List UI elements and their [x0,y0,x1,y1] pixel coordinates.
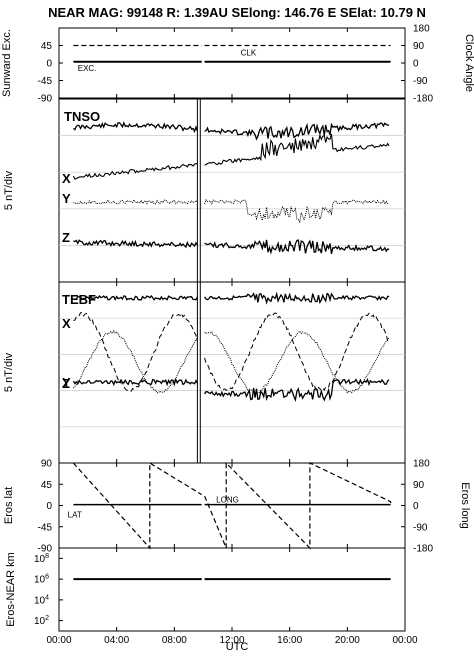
labels-group: 00:00 04:00 08:00 12:00 16:00 20:00 00:00 45 0 -4… [1,24,474,647]
series-label-y: Y [62,191,71,206]
series-label-z: Z [62,230,70,245]
y-tick-label: 102 [34,615,49,627]
y-tick-label: 0 [46,59,52,70]
series-x-line [73,312,198,392]
series-label-y: Y [62,375,71,390]
series-z-line [204,239,390,255]
y2-tick-label: -90 [413,522,428,533]
y-tick-label: 45 [41,480,53,491]
y-tick-label: -45 [38,76,53,87]
series-label-x: X [62,171,71,186]
series-z-line [73,239,198,249]
series-y-line [204,198,390,224]
series-y-line [73,329,198,394]
y2-tick-label: 90 [413,480,425,491]
y2-tick-label: 180 [413,24,430,35]
y-tick-label: 108 [34,553,49,565]
y-axis-label: Eros lat [3,487,15,524]
y-tick-label: 45 [41,41,53,52]
x-tick-label: 16:00 [277,635,302,646]
y2-tick-label: -90 [413,76,428,87]
x-tick-label: 00:00 [392,635,417,646]
y-tick-label: -90 [38,544,53,555]
x-tick-label: 20:00 [335,635,360,646]
x-tick-label: 08:00 [162,635,187,646]
series-x-line [204,133,390,166]
panel-frame-3 [58,281,406,464]
panel-frame-5 [58,547,406,632]
series-t-line [204,291,390,305]
y-tick-label: 106 [34,574,49,586]
x-tick-label: 00:00 [46,635,71,646]
series-y-line [204,330,390,394]
lines-group [72,44,392,581]
long-label: LONG [216,496,239,505]
y2-tick-label: 90 [413,41,425,52]
exc-label: EXC. [78,64,97,73]
series-y-line [73,199,198,205]
y2-tick-label: 180 [413,459,430,470]
y-tick-label: 104 [34,594,49,606]
y2-tick-label: -180 [413,94,433,105]
series-label-z: Z [62,376,70,391]
series-long-line [204,461,392,550]
x-axis-label: UTC [226,641,249,653]
y-tick-label: 90 [41,459,53,470]
series-z-line [204,377,390,402]
y-tick-label: 0 [46,501,52,512]
y-axis-label: 5 nT/div [3,352,15,392]
x-tick-label: 04:00 [104,635,129,646]
y2-tick-label: 0 [413,59,419,70]
panel-label-tnso: TNSO [64,109,100,124]
y-axis-label: 5 nT/div [3,170,15,210]
y-axis-label: Sunward Exc. [1,29,13,97]
y2-tick-label: -180 [413,544,433,555]
x-tick-label: 12:00 [219,635,244,646]
y-axis-label: Eros-NEAR km [5,552,17,627]
y2-tick-label: 0 [413,501,419,512]
y-tick-label: -90 [38,94,53,105]
panel-label-tebf: TEBF [62,292,96,307]
y2-axis-label: Eros long [459,482,471,528]
y-tick-label: -45 [38,522,53,533]
lat-label: LAT [68,511,82,520]
axes-group [58,27,406,632]
panel-frame-1 [58,27,406,99]
series-x-line [72,163,198,180]
series-x-line [204,312,390,392]
y2-axis-label: Clock Angle [463,34,474,92]
series-label-x: X [62,316,71,331]
chart-title: NEAR MAG: 99148 R: 1.39AU SElong: 146.76… [48,5,426,20]
clk-label: CLK [241,49,257,58]
series-t-line [72,121,199,134]
series-z-line [72,377,198,387]
series-long-line [72,461,203,550]
series-t-line [204,122,390,141]
series-t-line [73,294,198,301]
